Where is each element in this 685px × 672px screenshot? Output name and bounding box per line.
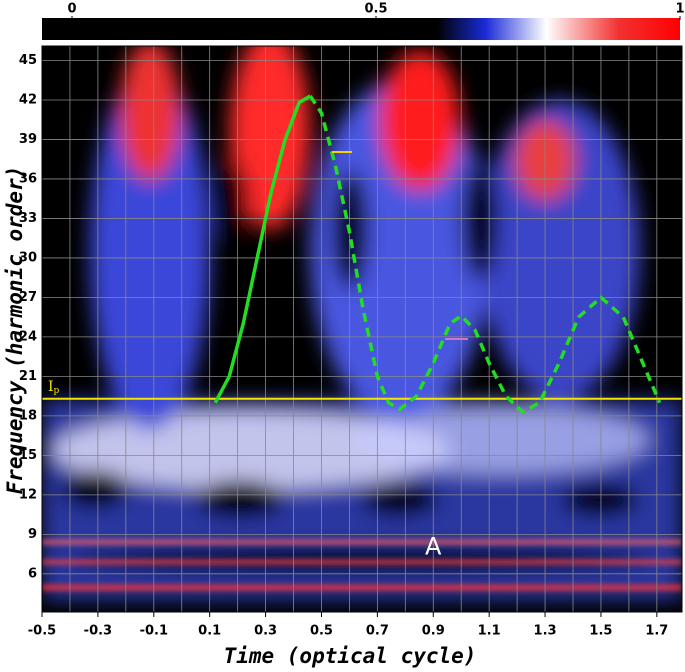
- x-tick-label: 1.1: [478, 624, 501, 639]
- arrows: [332, 151, 468, 340]
- colorbar: 0 0.5 1: [42, 2, 685, 40]
- x-tick-label: -0.5: [28, 624, 56, 639]
- annotation: A: [425, 533, 442, 561]
- y-tick-label: 6: [28, 566, 37, 581]
- colorbar-tick-label: 0: [67, 2, 76, 17]
- x-tick-label: 0.7: [366, 624, 389, 639]
- ip-label: Ip: [48, 379, 60, 396]
- y-tick-label: 30: [19, 250, 37, 265]
- heatmap-texture: [42, 46, 682, 612]
- ip-label-main: I: [48, 379, 54, 395]
- y-tick-label: 9: [28, 527, 37, 542]
- plot-frame: [41, 45, 683, 613]
- ip-label-sub: p: [54, 385, 60, 395]
- y-tick-label: 39: [19, 132, 37, 147]
- y-tick-label: 12: [19, 487, 37, 502]
- x-tick-label: 0.1: [198, 624, 221, 639]
- colorbar-gradient: [72, 18, 680, 40]
- x-tick-label: -0.3: [84, 624, 112, 639]
- y-tick-label: 45: [19, 53, 37, 68]
- y-tick-label: 42: [19, 92, 37, 107]
- x-tick-label: 0.3: [254, 624, 277, 639]
- colorbar-frame-left: [42, 18, 72, 40]
- y-tick-label: 24: [19, 329, 37, 344]
- trajectory-curve: [308, 95, 662, 415]
- x-tick-label: 1.3: [534, 624, 557, 639]
- y-axis-label: Frequency (harmonic order): [3, 166, 27, 495]
- y-tick-label: 18: [19, 408, 37, 423]
- x-tick-label: 1.7: [645, 624, 668, 639]
- x-tick-label: -0.1: [140, 624, 168, 639]
- y-tick-label: 21: [19, 369, 37, 384]
- x-tick-label: 0.5: [310, 624, 333, 639]
- x-axis-label: Time (optical cycle): [224, 644, 477, 668]
- colorbar-tick-label: 1: [675, 2, 684, 17]
- colorbar-tick-label: 0.5: [364, 2, 387, 17]
- trajectory-curve: [213, 94, 312, 404]
- x-tick-label: 0.9: [422, 624, 445, 639]
- y-tick-label: 15: [19, 448, 37, 463]
- x-tick-label: 1.5: [589, 624, 612, 639]
- y-tick-label: 33: [19, 211, 37, 226]
- y-tick-label: 36: [19, 171, 37, 186]
- y-tick-label: 27: [19, 290, 37, 305]
